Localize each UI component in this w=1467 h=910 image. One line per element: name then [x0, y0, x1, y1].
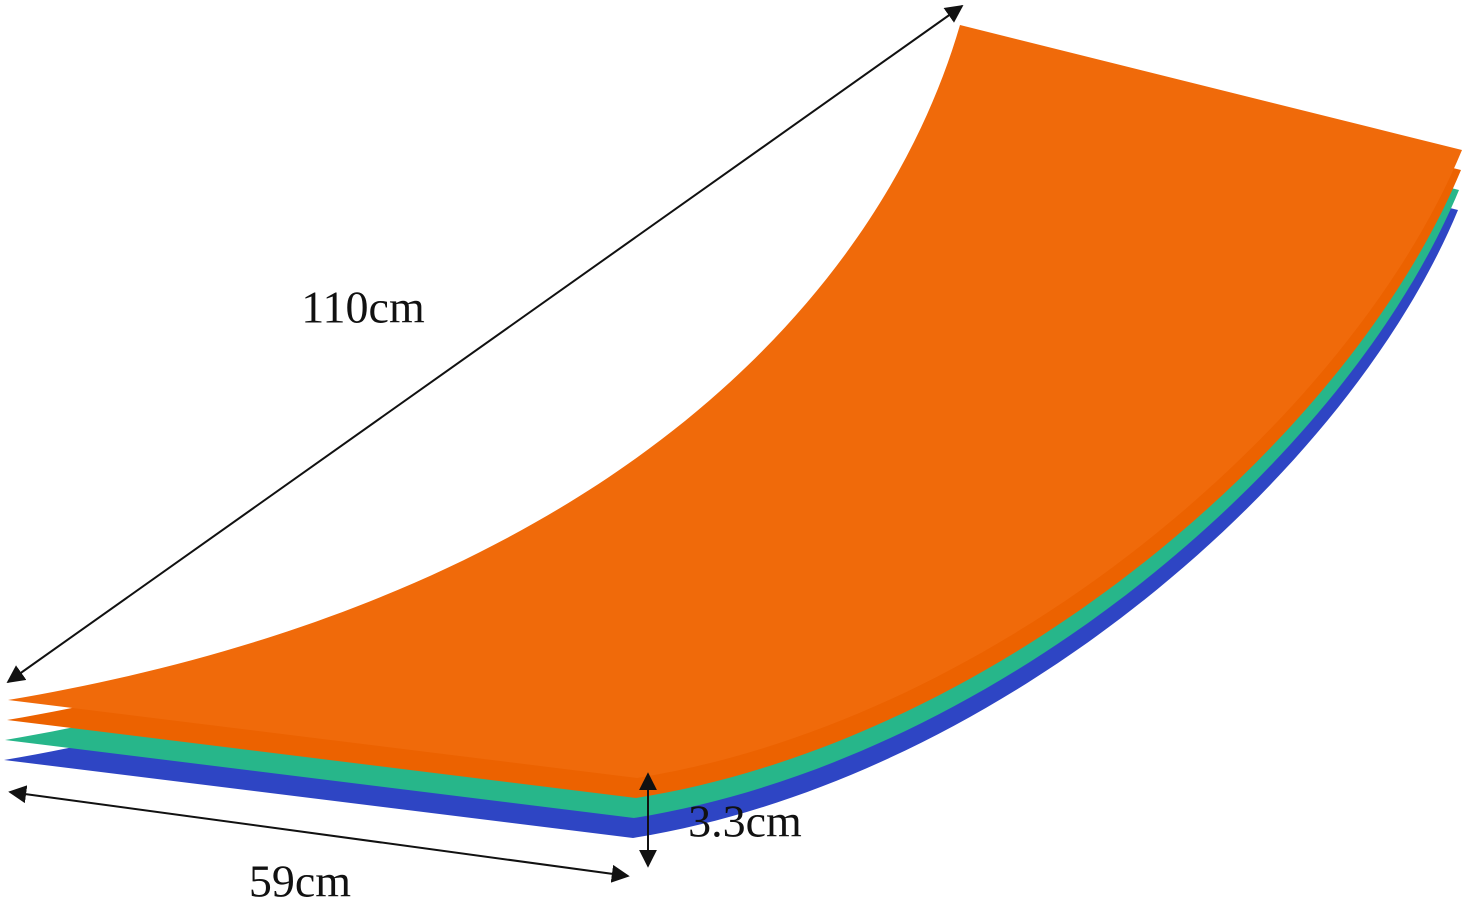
- orange-top: [8, 25, 1462, 778]
- length-label: 110cm: [301, 282, 425, 333]
- thickness-label: 3.3cm: [688, 796, 802, 847]
- width-arrow: [8, 785, 630, 883]
- length-arrow: [6, 4, 964, 684]
- width-label: 59cm: [249, 856, 351, 907]
- foam-mat: [4, 25, 1462, 838]
